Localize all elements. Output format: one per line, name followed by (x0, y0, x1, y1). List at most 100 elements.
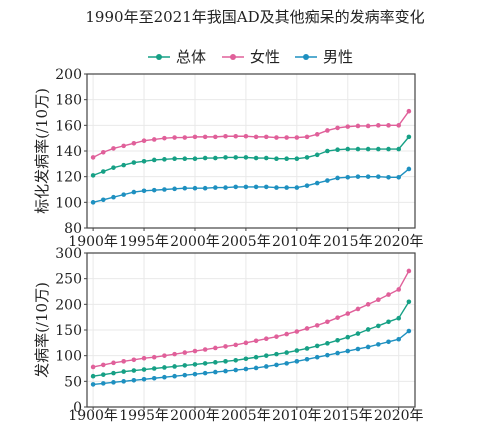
y-tick-label: 100 (55, 349, 82, 365)
data-point-female (345, 124, 351, 129)
data-point-male (111, 194, 116, 200)
panel-standardized-rate: 80 100 120 140 160 180 200 1900年 1995年 2000年 2005年… (33, 67, 424, 250)
data-point-male (223, 185, 228, 190)
data-point-male (90, 200, 96, 205)
data-point-female (345, 311, 351, 316)
series-overall (90, 134, 412, 178)
data-point-male (192, 371, 198, 377)
data-point-overall (325, 341, 330, 346)
data-point-female (396, 287, 402, 292)
x-tick-label: 2000年 (170, 234, 220, 250)
x-tick-label: 2020年 (374, 408, 424, 424)
legend-marker-male (303, 54, 309, 60)
x-tick-label: 2010年 (272, 408, 322, 424)
data-point-male (294, 359, 300, 364)
data-point-male (304, 356, 310, 362)
legend-item-overall: 总体 (148, 48, 206, 66)
data-point-overall (223, 359, 228, 364)
data-point-female (141, 355, 147, 361)
y-axis-label: 发病率(/10万) (33, 282, 51, 378)
series-line-male (92, 168, 410, 204)
data-point-male (335, 175, 340, 181)
data-point-female (304, 326, 310, 331)
data-point-overall (355, 331, 361, 336)
data-point-overall (396, 146, 402, 152)
data-point-female (406, 268, 412, 274)
data-point-male (151, 375, 157, 381)
x-tick-label: 2000年 (170, 408, 220, 424)
data-point-female (233, 133, 239, 139)
data-point-female (90, 364, 96, 370)
data-point-male (274, 185, 279, 190)
data-point-female (223, 344, 228, 349)
data-point-overall (202, 155, 208, 161)
data-point-male (355, 174, 361, 179)
data-point-male (325, 178, 330, 183)
data-point-male (406, 166, 412, 172)
data-point-female (274, 135, 279, 140)
data-point-male (376, 342, 381, 347)
data-point-overall (396, 315, 402, 321)
data-point-female (182, 350, 188, 355)
data-point-female (192, 134, 198, 140)
data-point-overall (151, 157, 157, 163)
data-point-overall (100, 169, 106, 174)
data-point-overall (263, 353, 269, 358)
data-point-overall (141, 158, 147, 164)
data-point-female (182, 135, 188, 140)
data-point-male (325, 352, 330, 358)
data-point-male (192, 185, 198, 191)
data-point-male (284, 361, 289, 366)
data-point-overall (121, 162, 126, 168)
legend: 总体 女性 男性 (148, 48, 353, 66)
data-point-overall (192, 156, 198, 161)
data-point-overall (335, 147, 340, 153)
data-point-male (314, 180, 320, 186)
data-point-male (314, 354, 320, 360)
data-point-male (335, 350, 340, 356)
data-point-male (386, 339, 391, 345)
plot-frame (86, 73, 416, 229)
data-point-overall (162, 365, 167, 370)
data-point-overall (325, 148, 330, 154)
data-point-overall (274, 351, 279, 357)
data-point-overall (233, 357, 239, 363)
data-point-overall (90, 373, 96, 379)
data-point-female (396, 123, 402, 128)
data-point-overall (284, 156, 289, 161)
data-point-male (243, 184, 249, 190)
data-point-male (345, 175, 351, 180)
y-tick-label: 200 (55, 67, 82, 83)
y-tick-label: 160 (55, 118, 82, 134)
data-point-overall (162, 157, 167, 162)
data-point-overall (233, 155, 239, 160)
data-point-female (335, 125, 340, 131)
data-point-male (172, 186, 177, 192)
data-point-overall (314, 343, 320, 349)
data-point-female (274, 334, 279, 339)
data-point-overall (100, 372, 106, 377)
data-point-female (223, 133, 228, 139)
y-tick-label: 140 (55, 144, 82, 160)
data-point-overall (243, 356, 249, 362)
data-point-male (202, 370, 208, 376)
data-point-female (90, 155, 96, 160)
data-point-overall (314, 152, 320, 158)
data-point-female (376, 123, 381, 128)
data-point-female (100, 362, 106, 368)
data-point-overall (253, 354, 259, 360)
data-point-female (151, 354, 157, 360)
data-point-female (325, 128, 330, 133)
data-point-overall (121, 369, 126, 374)
data-point-overall (365, 327, 371, 332)
data-point-male (131, 378, 137, 383)
data-point-overall (243, 155, 249, 160)
data-point-female (284, 331, 289, 337)
data-point-female (263, 134, 269, 140)
data-point-female (162, 353, 167, 358)
data-point-female (365, 123, 371, 129)
data-point-female (253, 134, 259, 140)
data-point-female (284, 135, 289, 140)
data-point-female (131, 141, 137, 146)
x-tick-label: 2020年 (374, 234, 424, 250)
